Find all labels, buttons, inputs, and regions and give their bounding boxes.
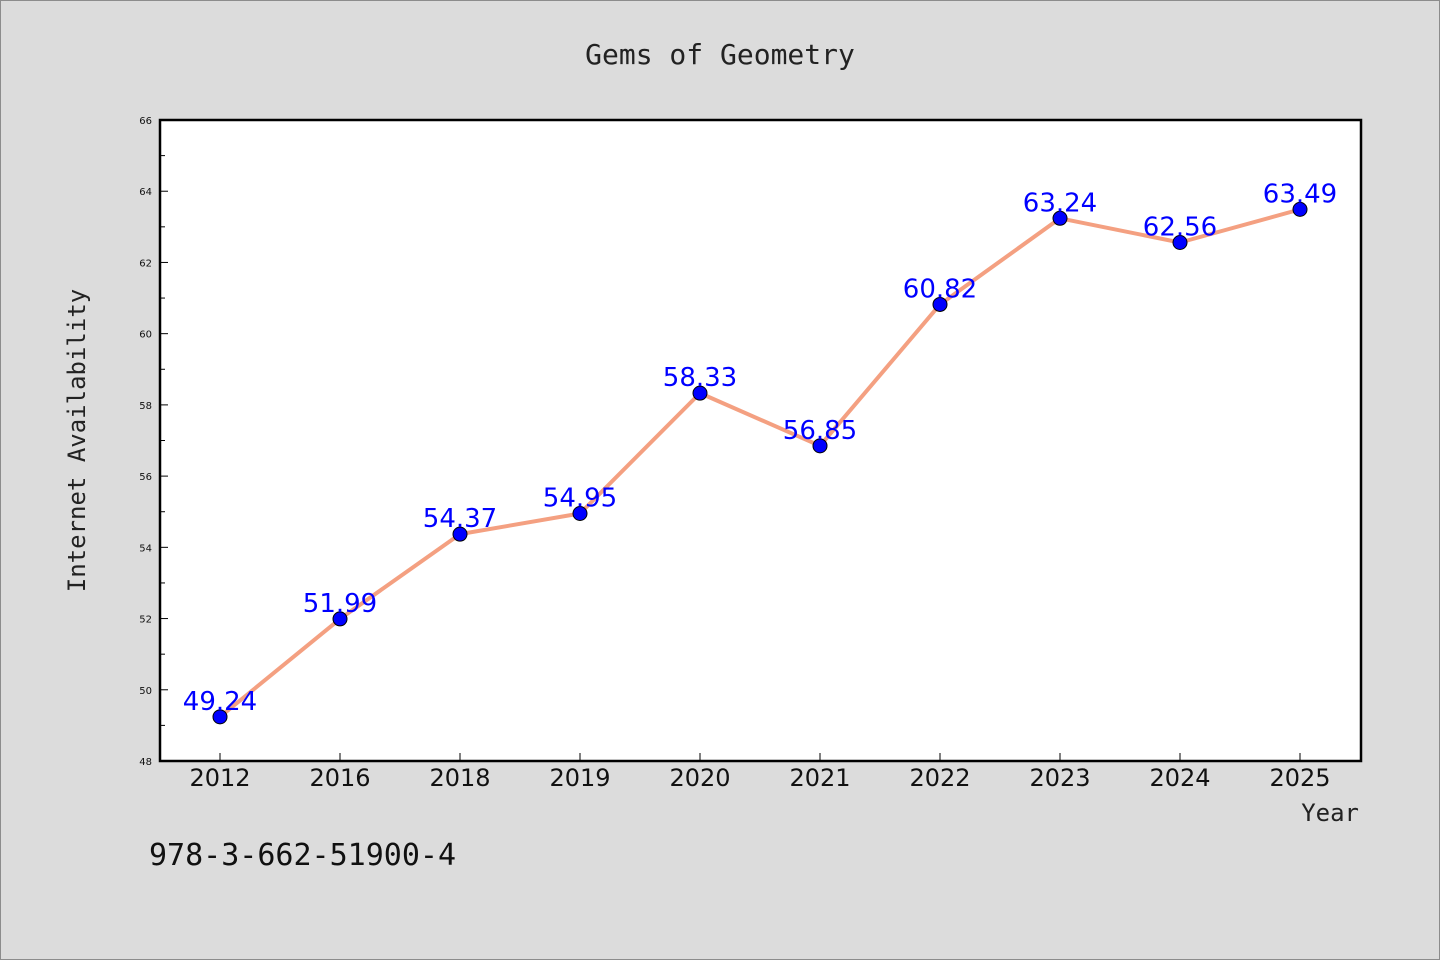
data-label: 51.99 [303,589,377,619]
x-axis-label: Year [1301,799,1359,827]
data-point [692,385,708,401]
data-label: 56.85 [783,416,857,446]
series-markers [212,201,1308,725]
data-point [572,506,588,522]
x-tick-label: 2025 [1269,764,1330,792]
y-tick-label: 52 [139,615,152,626]
y-tick-label: 50 [139,686,152,697]
data-label: 54.95 [543,484,617,514]
y-tick-label: 48 [139,757,152,768]
data-point [812,438,828,454]
data-point [452,526,468,542]
data-point [932,296,948,312]
data-label: 60.82 [903,274,977,304]
chart-title: Gems of Geometry [585,38,855,71]
series-line [218,207,1301,719]
data-label: 58.33 [663,363,737,393]
data-point [1172,235,1188,251]
data-label: 62.56 [1143,213,1217,243]
plot-area [158,118,1363,763]
data-labels: 49.24 51.99 54.37 54.95 58.33 56.85 60.82 63.24… [183,179,1337,716]
x-tick-label: 2016 [309,764,370,792]
y-axis-label: Internet Availability [63,289,91,592]
data-label: 63.24 [1023,188,1097,218]
y-tick-label: 56 [139,472,152,483]
y-tick-label: 66 [139,116,152,127]
x-tick-label: 2019 [549,764,610,792]
data-point [332,611,348,627]
data-label: 49.24 [183,687,257,717]
data-point [212,709,228,725]
y-tick-label: 58 [139,401,152,412]
x-tick-label: 2021 [789,764,850,792]
y-tick-label: 64 [139,187,152,198]
isbn-footer: 978-3-662-51900-4 [149,838,456,873]
x-tick-label: 2012 [189,764,250,792]
data-label: 54.37 [423,504,497,534]
data-label: 63.49 [1263,179,1337,209]
x-tick-label: 2020 [669,764,730,792]
x-tick-label: 2024 [1149,764,1210,792]
data-point [1292,201,1308,217]
y-tick-label: 60 [139,330,152,341]
data-point [1052,210,1068,226]
y-tick-label: 62 [139,258,152,269]
x-tick-label: 2022 [909,764,970,792]
y-tick-label: 54 [139,543,152,554]
x-axis-ticks: 2012 2016 2018 2019 2020 2021 2022 2023 2024 2025 [189,753,1331,792]
y-axis-ticks: 48 50 52 54 56 58 60 62 64 66 [139,116,168,768]
x-tick-label: 2023 [1029,764,1090,792]
x-tick-label: 2018 [429,764,490,792]
